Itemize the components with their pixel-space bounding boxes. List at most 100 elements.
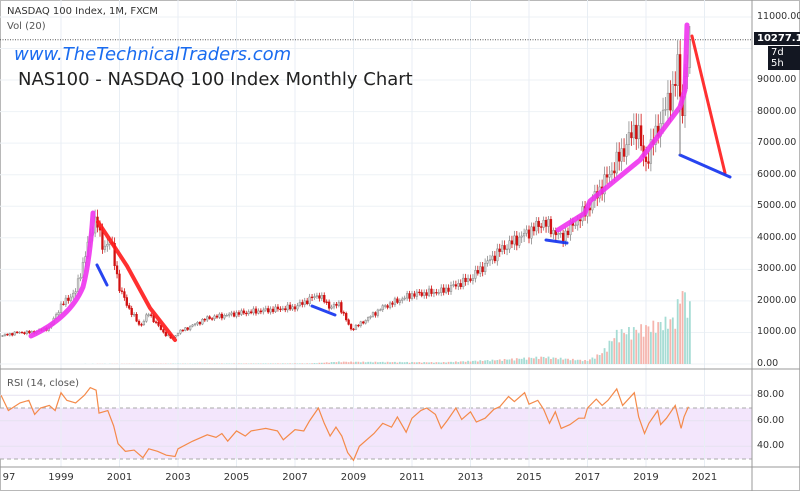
volume-bar bbox=[518, 358, 521, 364]
candle-body bbox=[340, 302, 343, 313]
volume-bar bbox=[289, 363, 292, 364]
candle-body bbox=[622, 148, 626, 157]
candle-body bbox=[374, 312, 377, 316]
candle-body bbox=[230, 312, 233, 315]
volume-bar bbox=[613, 338, 616, 364]
volume-bar bbox=[415, 362, 418, 364]
candle-body bbox=[154, 321, 158, 323]
bar-countdown-label: 7d 5h bbox=[768, 46, 800, 70]
candle-body bbox=[564, 230, 567, 242]
volume-bar bbox=[384, 362, 387, 364]
volume-bar bbox=[306, 363, 309, 364]
candle-body bbox=[415, 291, 419, 297]
candle-body bbox=[384, 305, 387, 307]
candle-body bbox=[76, 278, 80, 292]
candle-body bbox=[106, 244, 109, 247]
volume-bar bbox=[406, 361, 409, 364]
candle-body bbox=[162, 329, 165, 333]
candle-body bbox=[493, 255, 497, 262]
volume-bar bbox=[481, 360, 484, 364]
candle-body bbox=[242, 310, 245, 314]
candle-body bbox=[140, 324, 143, 326]
candle-body bbox=[184, 327, 187, 331]
candle-body bbox=[281, 308, 284, 310]
candle-body bbox=[605, 174, 609, 178]
candle-body bbox=[498, 248, 501, 252]
candle-body bbox=[69, 296, 72, 301]
volume-bar bbox=[503, 358, 506, 364]
candle-body bbox=[413, 293, 416, 297]
candle-body bbox=[291, 306, 294, 310]
candle-body bbox=[342, 312, 345, 314]
candle-body bbox=[164, 331, 167, 336]
rsi-tick-label: 40.00 bbox=[757, 440, 785, 452]
volume-bar bbox=[676, 299, 679, 364]
candle-body bbox=[213, 315, 216, 320]
volume-bar bbox=[474, 360, 477, 364]
candle-body bbox=[135, 313, 138, 322]
candle-body bbox=[620, 148, 623, 162]
candle-body bbox=[288, 304, 292, 310]
candle-body bbox=[301, 302, 304, 305]
volume-bar bbox=[398, 361, 401, 364]
volume-bar bbox=[320, 362, 323, 364]
candle-body bbox=[666, 92, 670, 110]
candle-body bbox=[359, 321, 362, 326]
candle-body bbox=[386, 305, 389, 308]
candle-body bbox=[296, 305, 299, 310]
volume-bar bbox=[628, 327, 630, 364]
volume-bar bbox=[540, 356, 543, 364]
rsi-band bbox=[0, 408, 752, 459]
volume-bar bbox=[528, 357, 530, 364]
volume-bar bbox=[274, 363, 277, 364]
volume-bar bbox=[671, 317, 674, 364]
volume-bar bbox=[564, 358, 567, 364]
candle-body bbox=[557, 233, 560, 236]
price-tick-label: 8000.00 bbox=[757, 105, 797, 117]
candle-body bbox=[427, 288, 431, 296]
candle-body bbox=[674, 84, 677, 86]
volume-bar bbox=[681, 291, 684, 364]
volume-bar bbox=[423, 362, 426, 364]
candle-body bbox=[676, 54, 679, 86]
volume-bar bbox=[294, 363, 296, 364]
volume-bar bbox=[333, 362, 335, 364]
volume-bar bbox=[501, 360, 504, 364]
candle-body bbox=[639, 125, 643, 147]
candle-body bbox=[661, 109, 665, 124]
volume-bar bbox=[464, 361, 467, 364]
rsi-tick-label: 80.00 bbox=[757, 389, 785, 401]
volume-bar bbox=[372, 362, 374, 364]
volume-bar bbox=[245, 363, 248, 364]
candle-body bbox=[232, 312, 236, 317]
volume-bar bbox=[350, 361, 352, 364]
candle-body bbox=[379, 309, 382, 311]
candle-body bbox=[381, 305, 384, 310]
volume-bar bbox=[554, 357, 557, 364]
candle-body bbox=[396, 298, 399, 303]
candle-body bbox=[376, 309, 380, 316]
volume-bar bbox=[686, 317, 689, 364]
candle-body bbox=[352, 328, 355, 331]
volume-bar bbox=[469, 361, 472, 364]
candle-body bbox=[103, 245, 107, 250]
candle-body bbox=[474, 270, 477, 279]
volume-bar bbox=[420, 362, 423, 364]
candle-body bbox=[364, 320, 367, 324]
candle-body bbox=[313, 296, 316, 298]
volume-bar bbox=[552, 357, 555, 364]
candle-body bbox=[249, 311, 253, 314]
time-tick-label: 2019 bbox=[633, 472, 659, 483]
volume-bar bbox=[316, 363, 318, 364]
candle-body bbox=[240, 310, 243, 315]
candle-body bbox=[79, 277, 82, 280]
candle-body bbox=[513, 235, 516, 245]
candle-body bbox=[223, 315, 226, 319]
candle-body bbox=[469, 278, 472, 281]
time-tick-label: 2017 bbox=[574, 472, 601, 483]
candle-body bbox=[125, 297, 128, 306]
price-tick-label: 11000.00 bbox=[757, 10, 800, 22]
candle-body bbox=[206, 316, 209, 321]
candle-body bbox=[549, 219, 553, 235]
